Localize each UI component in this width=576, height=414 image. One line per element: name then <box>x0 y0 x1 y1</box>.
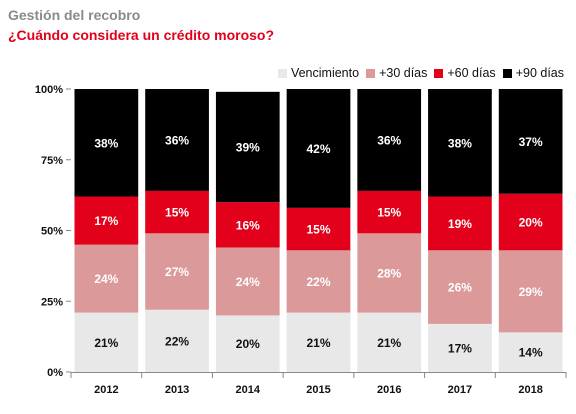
legend-swatch <box>502 68 512 78</box>
data-label: 22% <box>306 275 330 289</box>
legend-label: Vencimiento <box>290 66 360 80</box>
data-label: 38% <box>94 136 118 150</box>
chart-supertitle: Gestión del recobro <box>8 7 141 23</box>
data-label: 22% <box>165 334 189 348</box>
legend-item: +90 días <box>502 66 564 80</box>
data-label: 39% <box>236 141 260 155</box>
bar-segment <box>428 196 492 251</box>
data-label: 15% <box>165 206 189 220</box>
bar-segment <box>357 233 422 313</box>
bar-segment <box>74 196 139 245</box>
data-label: 16% <box>236 218 260 232</box>
legend-label: +90 días <box>515 66 564 80</box>
bar-segment <box>498 89 563 194</box>
y-tick-label: 0% <box>47 367 63 379</box>
bar-segment <box>74 312 139 372</box>
x-tick-label: 2017 <box>448 384 472 396</box>
legend-swatch <box>277 68 287 78</box>
bar-segment <box>145 233 209 310</box>
x-tick-label: 2015 <box>306 384 330 396</box>
data-label: 24% <box>94 272 118 286</box>
y-tick-label: 100% <box>35 84 63 96</box>
data-label: 38% <box>448 136 472 150</box>
legend-item: Vencimiento <box>277 66 360 80</box>
data-label: 19% <box>448 217 472 231</box>
chart-legend: Vencimiento +30 días +60 días +90 días <box>271 66 564 80</box>
data-label: 37% <box>519 135 543 149</box>
bar-segment <box>215 315 280 372</box>
x-tick-label: 2014 <box>236 384 261 396</box>
bar-segment <box>74 244 139 313</box>
bar-segment <box>145 89 209 191</box>
y-tick-label: 75% <box>41 155 63 167</box>
bar-segment <box>357 89 422 191</box>
data-label: 29% <box>519 285 543 299</box>
data-label: 17% <box>448 341 472 355</box>
bar-segment <box>286 312 351 372</box>
bar-segment <box>286 250 351 313</box>
data-label: 27% <box>165 265 189 279</box>
data-label: 28% <box>377 266 401 280</box>
data-label: 36% <box>165 133 189 147</box>
bar-segment <box>428 323 492 372</box>
data-label: 36% <box>377 133 401 147</box>
legend-label: +30 días <box>379 66 428 80</box>
data-label: 42% <box>306 142 330 156</box>
bar-segment <box>498 332 563 372</box>
chart-title: ¿Cuándo considera un crédito moroso? <box>8 27 275 43</box>
data-label: 21% <box>306 336 330 350</box>
data-label: 20% <box>236 337 260 351</box>
x-tick-label: 2016 <box>377 384 401 396</box>
data-label: 17% <box>94 214 118 228</box>
bar-segment <box>145 190 209 234</box>
legend-item: +60 días <box>434 66 496 80</box>
bar-segment <box>286 207 351 251</box>
bar-segment <box>145 309 209 372</box>
bar-segment <box>215 91 280 203</box>
bar-segment <box>428 89 492 197</box>
data-label: 14% <box>519 346 543 360</box>
bar-segment <box>498 250 563 333</box>
x-tick-label: 2018 <box>518 384 542 396</box>
legend-swatch <box>366 68 376 78</box>
bar-segment <box>428 250 492 324</box>
y-tick-label: 50% <box>41 226 63 238</box>
bar-segment <box>74 89 139 197</box>
legend-label: +60 días <box>447 66 496 80</box>
data-label: 24% <box>236 275 260 289</box>
bar-segment <box>498 193 563 251</box>
bar-segment <box>215 202 280 248</box>
data-label: 21% <box>377 336 401 350</box>
data-label: 15% <box>306 223 330 237</box>
data-label: 21% <box>94 336 118 350</box>
bar-segment <box>286 89 351 208</box>
x-tick-label: 2012 <box>94 384 118 396</box>
data-label: 26% <box>448 281 472 295</box>
data-label: 15% <box>377 206 401 220</box>
legend-item: +30 días <box>366 66 427 80</box>
legend-swatch <box>434 68 444 78</box>
bar-segment <box>357 190 422 234</box>
bar-segment <box>357 312 422 372</box>
bar-segment <box>215 247 280 316</box>
data-label: 20% <box>519 216 543 230</box>
y-tick-label: 25% <box>41 296 63 308</box>
x-tick-label: 2013 <box>165 384 189 396</box>
